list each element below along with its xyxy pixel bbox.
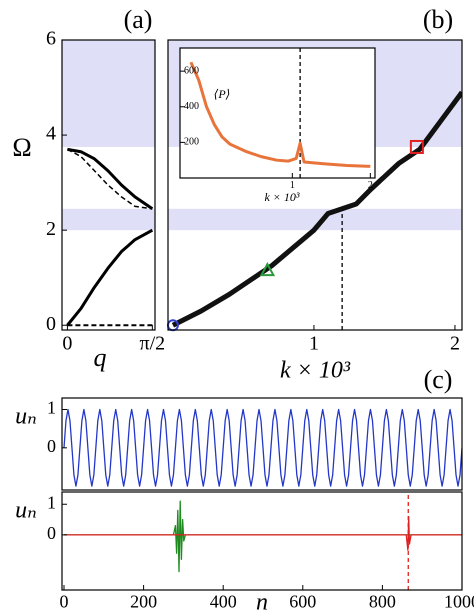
x-tick-label: 0 xyxy=(62,333,72,355)
marker xyxy=(259,262,276,277)
data-line xyxy=(63,515,462,551)
x-tick-label: 1 xyxy=(309,333,319,355)
x-tick-label: 2 xyxy=(450,333,460,355)
y-tick-label: 600 xyxy=(184,65,199,76)
data-line xyxy=(66,228,154,327)
band xyxy=(62,208,155,231)
y-tick-label: 6 xyxy=(46,28,56,50)
data-line xyxy=(63,408,462,487)
x-tick-label: 200 xyxy=(130,592,157,612)
x-tick-label: 1 xyxy=(290,180,295,191)
frame xyxy=(61,397,463,491)
plot-area xyxy=(63,492,462,590)
frame xyxy=(61,39,156,331)
marker xyxy=(409,139,424,154)
frame xyxy=(167,39,463,331)
y-tick-label: 0 xyxy=(46,313,56,335)
plot-area xyxy=(63,408,462,487)
x-tick-label: 0 xyxy=(59,592,68,612)
band xyxy=(168,208,462,231)
panel-label: (b) xyxy=(423,5,453,34)
x-tick-label: π/2 xyxy=(140,333,166,355)
y-tick-label: 1 xyxy=(47,492,56,512)
plot-background xyxy=(62,492,462,590)
x-tick-label: 2 xyxy=(368,180,373,191)
x-tick-label: 800 xyxy=(369,592,396,612)
plot-area xyxy=(62,40,155,327)
y-tick-label: 0 xyxy=(47,523,56,543)
y-tick-label: 2 xyxy=(46,218,56,240)
plot-area xyxy=(189,48,371,178)
x-axis-label: k × 10³ xyxy=(280,358,351,384)
y-axis-label: uₙ xyxy=(15,498,37,524)
panel-label: (a) xyxy=(124,5,153,34)
x-axis-label: k × 10³ xyxy=(264,190,299,204)
data-line xyxy=(189,61,371,168)
plot-background xyxy=(180,48,375,178)
y-axis-label: ⟨P⟩ xyxy=(214,87,231,101)
data-line xyxy=(171,90,462,328)
y-tick-label: 200 xyxy=(184,137,199,148)
y-axis-label: Ω xyxy=(12,133,31,162)
x-tick-label: 600 xyxy=(289,592,316,612)
x-axis-label: n xyxy=(256,590,268,614)
x-axis-label: q xyxy=(94,343,107,372)
y-tick-label: 1 xyxy=(47,398,56,418)
data-line xyxy=(67,147,154,211)
panel-label: (c) xyxy=(424,365,453,394)
y-axis-label: uₙ xyxy=(15,404,37,430)
band xyxy=(62,40,155,147)
x-tick-label: 400 xyxy=(210,592,237,612)
data-line xyxy=(67,148,153,210)
frame xyxy=(61,491,463,591)
y-tick-label: 0 xyxy=(47,436,56,456)
y-tick-label: 4 xyxy=(46,123,56,145)
plot-background xyxy=(62,398,462,490)
data-line xyxy=(63,500,462,573)
y-tick-label: 400 xyxy=(184,101,199,112)
frame xyxy=(179,47,376,179)
